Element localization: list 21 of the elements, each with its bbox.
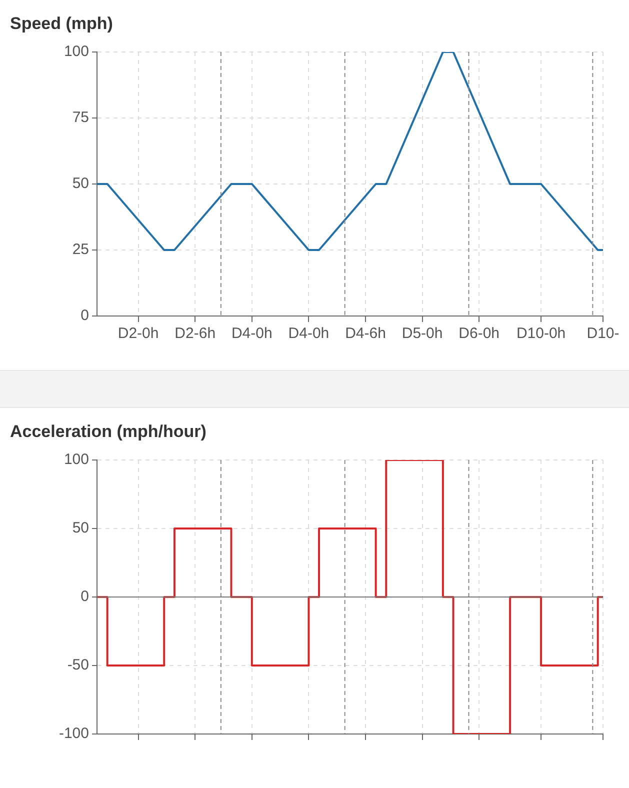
y-tick-label: 0 [80, 588, 89, 606]
y-tick-label: 75 [72, 109, 89, 126]
y-tick-label: 100 [64, 43, 89, 60]
chart-title: Acceleration (mph/hour) [9, 421, 208, 443]
chart-title: Speed (mph) [9, 13, 114, 35]
y-tick-label: 100 [64, 451, 89, 468]
x-tick-label: D2-6h [174, 325, 216, 342]
y-tick-label: 25 [72, 241, 89, 258]
x-tick-label: D4-0h [231, 325, 272, 342]
x-tick-label: D6-0h [458, 325, 500, 342]
x-tick-label: D10- [586, 325, 620, 342]
x-tick-label: D10-0h [516, 325, 566, 342]
x-tick-label: D2-0h [118, 325, 159, 342]
y-tick-label: 50 [72, 175, 89, 192]
x-tick-label: D4-6h [345, 325, 386, 342]
y-tick-label: 50 [72, 520, 89, 537]
x-tick-label: D5-0h [402, 325, 443, 342]
y-tick-label: -50 [67, 656, 89, 674]
x-tick-label: D4-0h [288, 325, 330, 342]
y-tick-label: -100 [58, 725, 89, 742]
y-tick-label: 0 [80, 307, 89, 324]
